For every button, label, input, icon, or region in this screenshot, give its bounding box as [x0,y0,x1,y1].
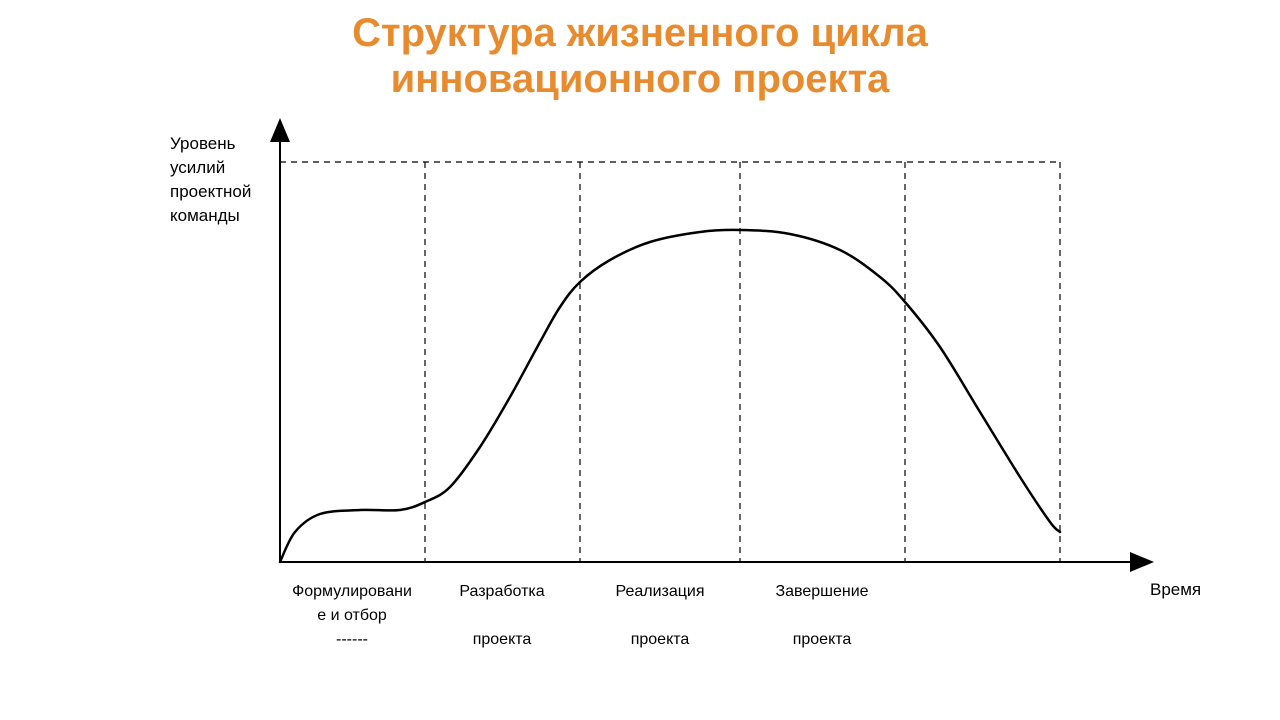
slide-title: Структура жизненного цикла инновационног… [0,10,1280,102]
title-line-1: Структура жизненного цикла [352,11,928,55]
x-axis-label: Время [1150,580,1230,600]
phase-label-0: Формулирование и отбор------ [272,580,432,652]
chart-area: Уровеньусилийпроектнойкоманды Время Формул… [0,102,1280,662]
y-axis-label: Уровеньусилийпроектнойкоманды [170,132,270,228]
phase-label-1: Разработка проекта [422,580,582,652]
title-line-2: инновационного проекта [391,57,890,101]
phase-label-3: Завершение проекта [742,580,902,652]
phase-label-2: Реализация проекта [580,580,740,652]
